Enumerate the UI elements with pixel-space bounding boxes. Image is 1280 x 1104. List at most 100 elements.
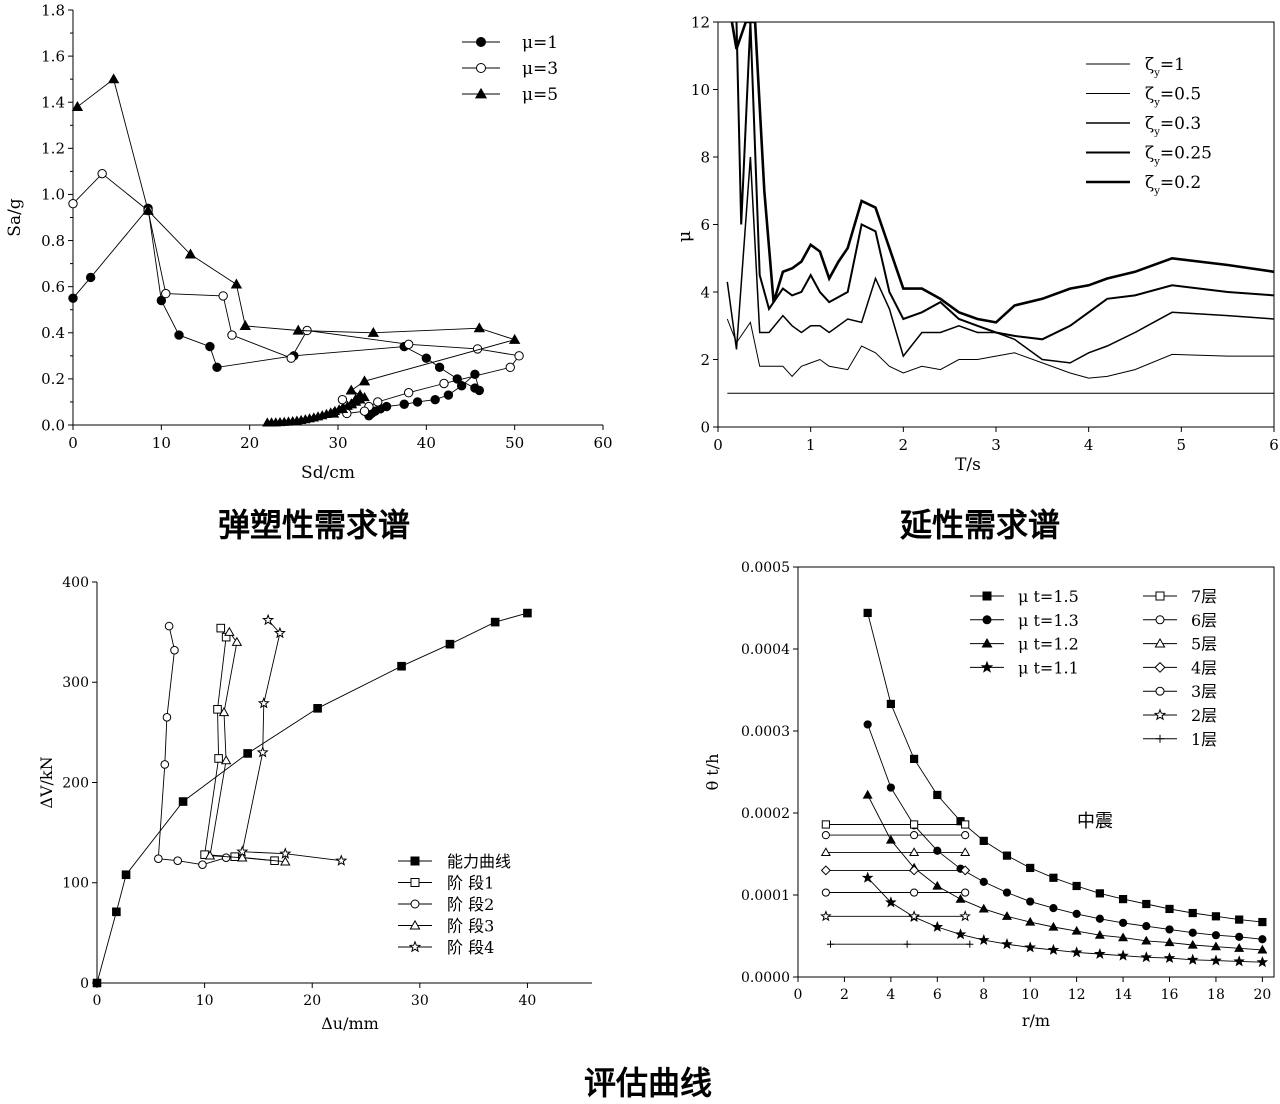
data-point [1258, 935, 1267, 944]
data-point [107, 73, 120, 84]
legend-symbol: ζ [1145, 114, 1154, 134]
series-4 [204, 626, 291, 866]
legend-marker [980, 660, 994, 673]
data-point [220, 755, 232, 765]
data-point [909, 888, 919, 897]
y-tick-label: 100 [62, 876, 89, 892]
legend-marker [982, 615, 992, 625]
series-line [72, 207, 481, 417]
series-1 [68, 203, 485, 421]
data-point [257, 696, 270, 709]
data-point [1188, 928, 1197, 937]
data-point [439, 378, 449, 389]
legend-label: μ t=1.5 [1018, 587, 1079, 606]
y-tick-label: 0.0004 [741, 642, 790, 658]
data-point [1049, 904, 1058, 913]
x-tick-label: 10 [196, 993, 214, 1009]
y-tick-label: 6 [700, 216, 710, 234]
data-point [978, 903, 989, 913]
x-axis-title: Δu/mm [321, 1014, 379, 1033]
data-point [112, 907, 121, 917]
x-tick-label: 16 [1161, 987, 1179, 1003]
series-1 [863, 608, 1267, 927]
x-tick-label: 5 [1177, 436, 1187, 454]
series-3 [154, 621, 231, 870]
x-tick-label: 8 [979, 987, 988, 1003]
y-tick-label: 400 [62, 575, 89, 591]
data-point [237, 852, 248, 862]
data-point [231, 636, 243, 646]
data-point [174, 330, 184, 340]
data-point [1026, 863, 1035, 873]
data-point [313, 704, 322, 713]
data-point [221, 853, 231, 862]
series-2 [200, 623, 279, 865]
data-point [1211, 931, 1221, 940]
legend-marker [474, 87, 488, 99]
series-6 [821, 831, 970, 840]
legend: μ t=1.5 μ t=1.3 μ t=1.2 μ t=1.1 7层 6层 5层 4层 3层 2层… [970, 587, 1217, 749]
y-tick-label: 0.0005 [741, 560, 790, 576]
data-point [885, 896, 897, 908]
x-tick-label: 6 [933, 987, 942, 1003]
data-point [1095, 914, 1104, 923]
x-tick-label: 50 [505, 434, 524, 452]
data-point [863, 608, 872, 618]
data-point [862, 789, 873, 799]
x-tick-label: 10 [152, 434, 171, 452]
data-point [92, 978, 102, 988]
data-point [373, 397, 383, 407]
x-tick-label: 60 [593, 434, 612, 452]
legend-label: 1层 [1191, 730, 1217, 749]
data-point [68, 198, 78, 209]
data-point [1210, 954, 1222, 966]
data-point [932, 880, 943, 890]
legend-label: μ=3 [522, 59, 558, 79]
y-tick-label: 10 [691, 81, 710, 99]
data-point [1001, 938, 1013, 950]
data-point [399, 399, 409, 409]
data-point [212, 362, 222, 373]
y-tick-label: 4 [700, 283, 710, 301]
series-5 [236, 613, 348, 866]
data-point [1118, 932, 1129, 942]
data-point [1141, 935, 1152, 945]
legend-label: μ t=1.1 [1018, 658, 1079, 677]
data-point [421, 353, 432, 363]
data-point [292, 324, 304, 335]
data-point [961, 888, 970, 897]
data-point [403, 339, 414, 350]
annotation-text: 中震 [1077, 811, 1113, 832]
data-point [1047, 943, 1060, 955]
legend-label: 阶 段1 [447, 874, 494, 893]
data-point [1165, 904, 1174, 914]
data-point [1094, 948, 1106, 959]
data-point [273, 626, 286, 639]
data-point [1024, 941, 1036, 953]
data-point [337, 394, 348, 405]
data-point [909, 820, 919, 829]
data-point [961, 831, 970, 840]
caption-evaluation-curves: 评估曲线 [583, 1064, 712, 1102]
data-point [909, 754, 919, 763]
legend-label: 3层 [1191, 682, 1217, 701]
legend-marker [1154, 637, 1166, 648]
data-point [205, 341, 215, 352]
data-point [1048, 921, 1059, 931]
data-point [1026, 897, 1035, 906]
x-tick-label: 20 [1253, 987, 1271, 1003]
legend-symbol: ζ [1145, 173, 1154, 193]
series-7 [820, 847, 971, 856]
data-point [230, 278, 243, 289]
data-point [909, 865, 920, 876]
data-point [933, 846, 942, 855]
x-tick-label: 0 [713, 436, 723, 454]
data-point [861, 871, 874, 883]
x-tick-label: 3 [991, 436, 1001, 454]
data-point [1165, 925, 1174, 934]
data-point [280, 856, 291, 866]
legend-label: μ t=1.3 [1018, 611, 1079, 630]
series-11 [826, 940, 974, 948]
data-point [213, 705, 222, 714]
